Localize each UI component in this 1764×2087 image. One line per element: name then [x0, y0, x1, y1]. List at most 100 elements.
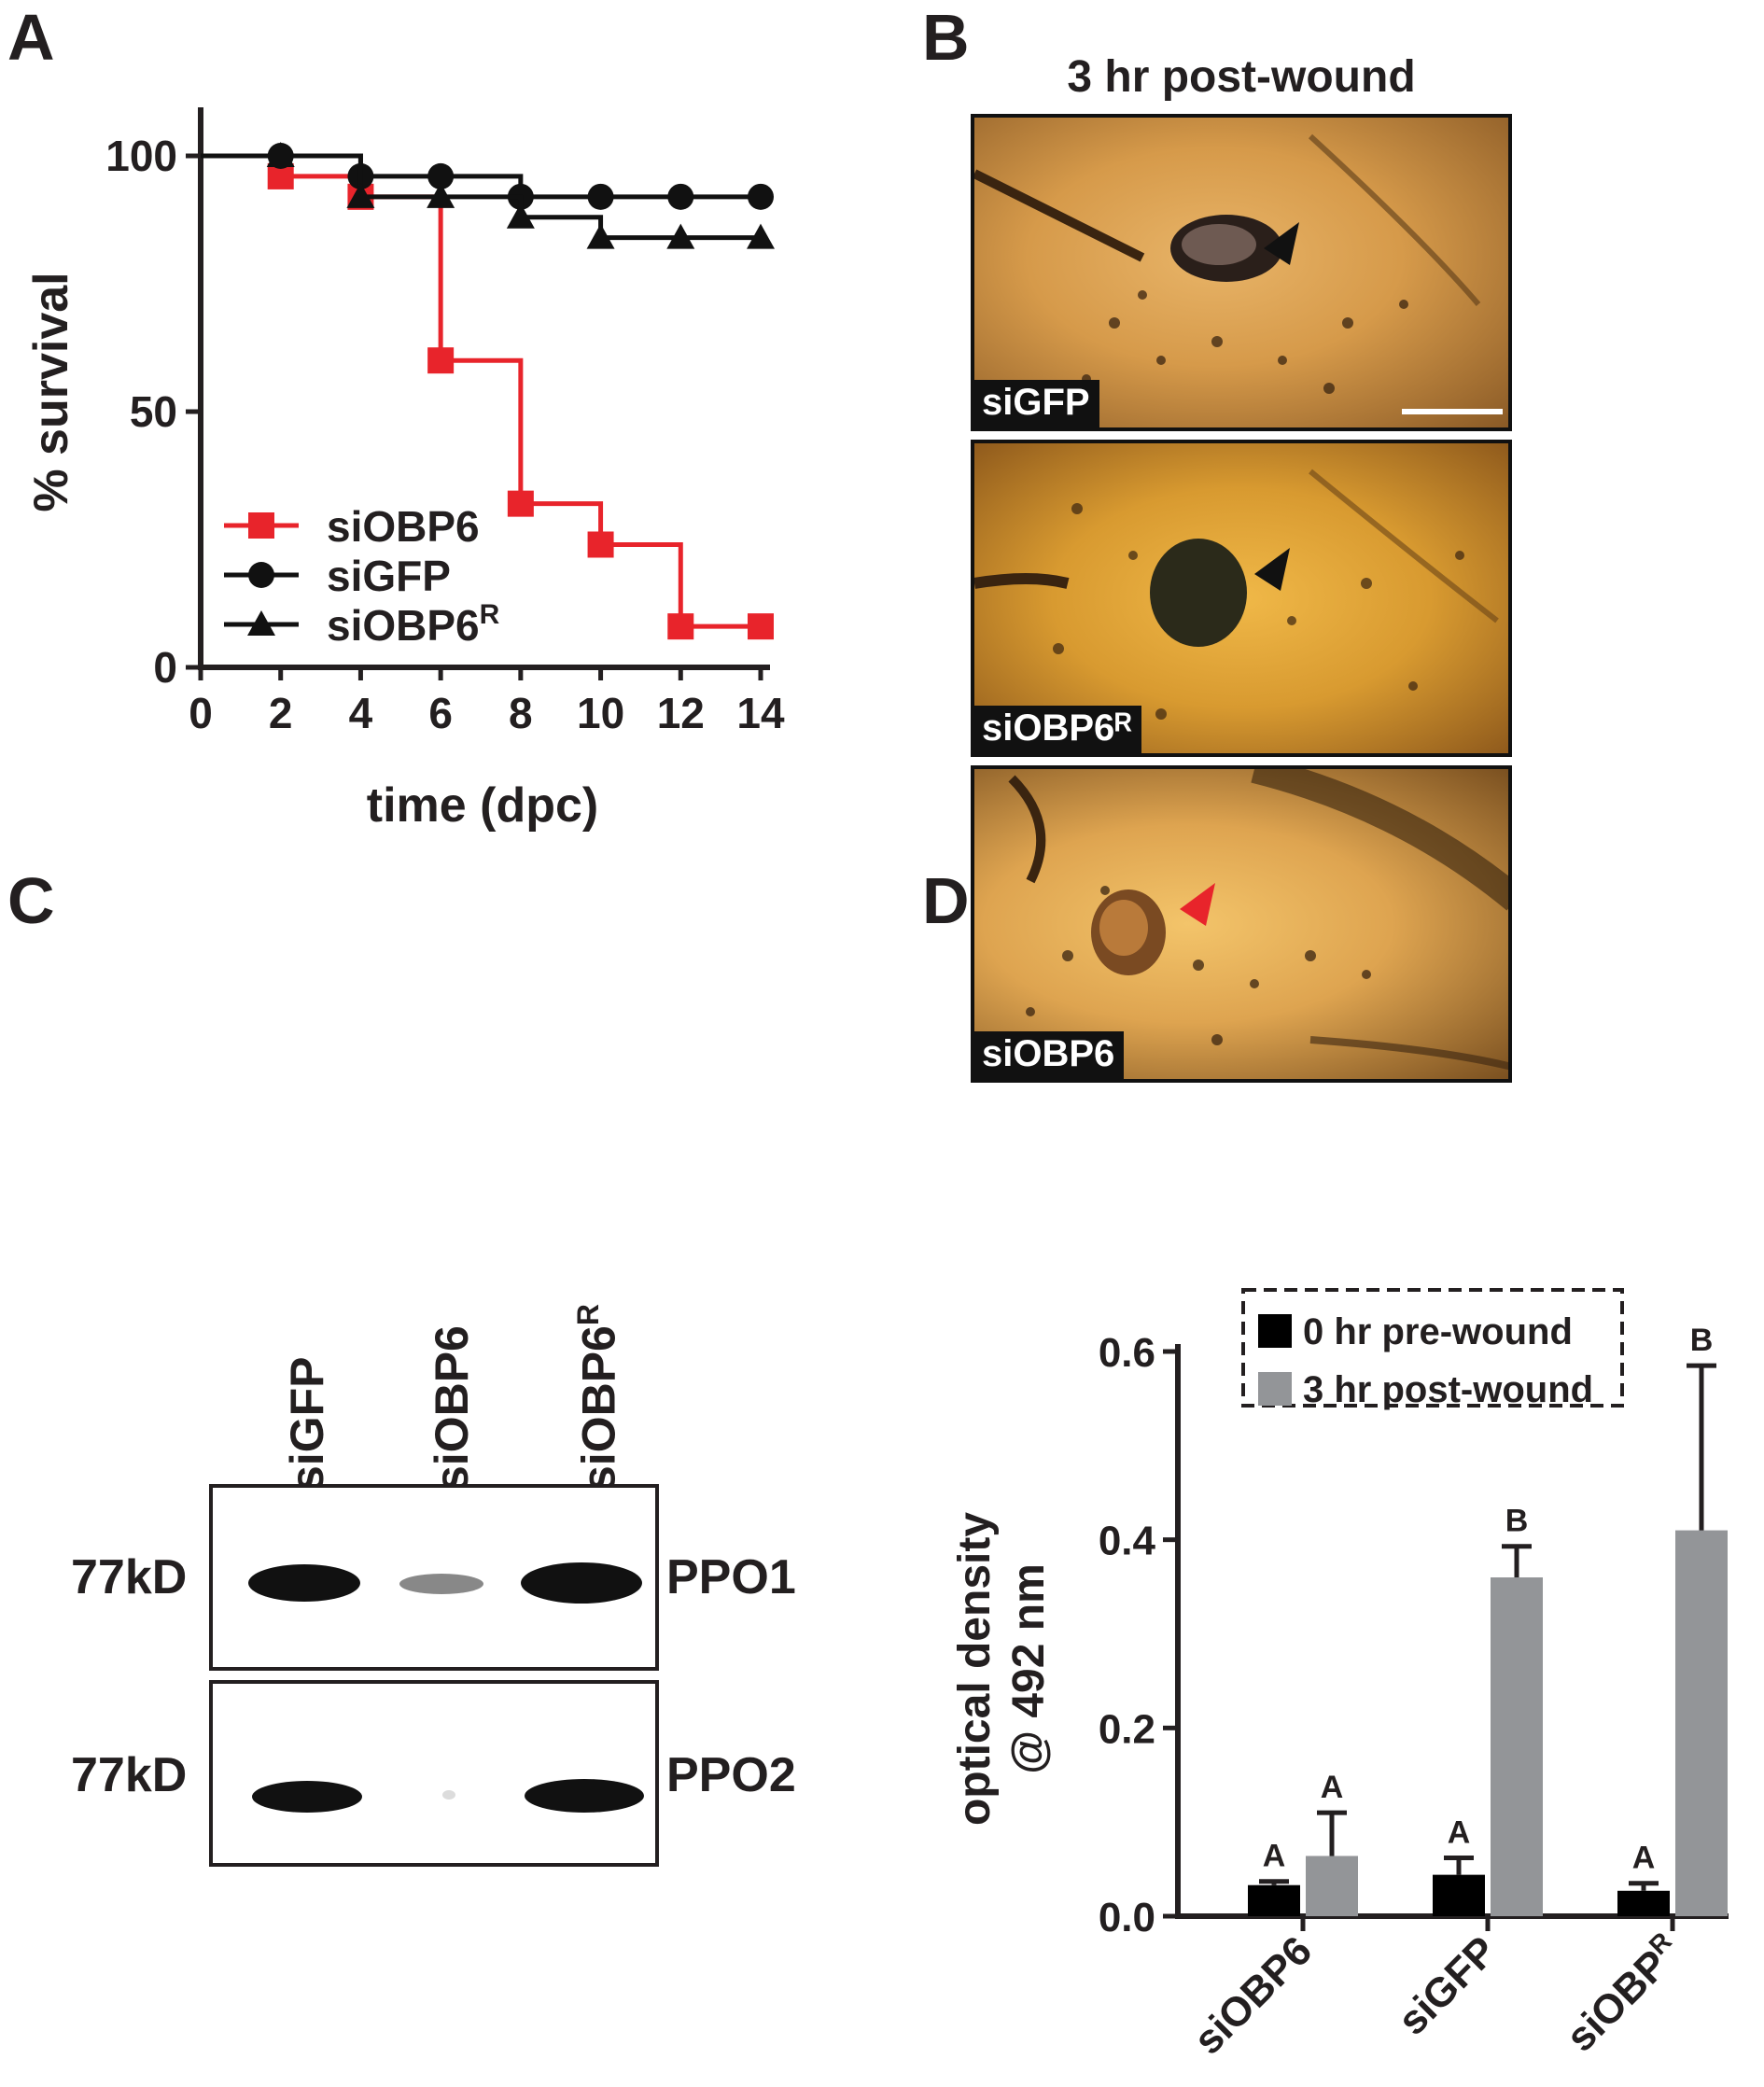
- blot-band: [399, 1574, 483, 1594]
- blot-ppo1: [209, 1484, 659, 1671]
- survival-line: [201, 153, 761, 629]
- significance-letter: B: [1505, 1504, 1529, 1539]
- panel-letter-a: A: [7, 1, 55, 74]
- wound-image-label: siOBP6ᴿ: [974, 706, 1141, 753]
- od-bar: [1433, 1874, 1485, 1916]
- x-tick-label: siOBPR: [1556, 1926, 1690, 2061]
- y-tick-label: 0: [153, 643, 177, 692]
- wound-image-label: siGFP: [974, 380, 1099, 427]
- od-bar: [1675, 1530, 1728, 1916]
- blot-band: [248, 1564, 360, 1602]
- significance-letter: A: [1632, 1841, 1656, 1876]
- survival-marker: [427, 347, 455, 374]
- blot-protein-label: PPO2: [666, 1748, 796, 1802]
- y-tick-label: 100: [105, 132, 177, 180]
- survival-marker: [747, 223, 775, 249]
- legend-swatch: [1258, 1372, 1292, 1406]
- survival-marker: [427, 162, 455, 189]
- x-tick-label: 0: [189, 689, 213, 737]
- x-tick-label: 4: [349, 689, 373, 737]
- significance-letter: A: [1448, 1814, 1471, 1850]
- blot-ppo2: [209, 1680, 659, 1867]
- survival-marker: [346, 182, 375, 208]
- wound-image-sigfp: siGFP: [971, 114, 1512, 431]
- legend-label: siOBP6: [327, 502, 480, 551]
- survival-y-axis-label: % survival: [24, 272, 78, 511]
- od-legend: 0 hr pre-wound 3 hr post-wound: [1241, 1288, 1624, 1410]
- blot-size-label: 77kD: [71, 1748, 188, 1802]
- survival-axes: 0 2 4 6 8 10 12 14 0 50 100: [105, 107, 785, 737]
- wound-arrow-icon: [1254, 548, 1290, 591]
- legend-label: 0 hr pre-wound: [1303, 1311, 1573, 1352]
- survival-marker: [667, 613, 694, 640]
- survival-marker: [666, 223, 695, 249]
- survival-x-axis-label: time (dpc): [367, 778, 598, 833]
- x-tick-label: 8: [509, 689, 533, 737]
- blot-size-label: 77kD: [71, 1550, 188, 1604]
- y-tick-label: 50: [130, 387, 177, 436]
- survival-marker: [587, 183, 614, 210]
- blot-lane-label: siGFP: [281, 1356, 333, 1492]
- y-tick-label: 0.0: [1099, 1895, 1155, 1940]
- survival-marker: [748, 183, 774, 210]
- survival-series: [201, 142, 775, 640]
- survival-marker: [266, 142, 295, 167]
- legend-label: siGFP: [327, 552, 451, 600]
- significance-letter: A: [1263, 1839, 1286, 1874]
- x-tick-label: siOBP6: [1185, 1927, 1321, 2063]
- od-y-axis-label-line1: optical density: [950, 1512, 1000, 1826]
- wound-image-label: siOBP6: [974, 1031, 1125, 1079]
- blot-band: [521, 1562, 642, 1604]
- x-tick-label: 14: [736, 689, 785, 737]
- wound-image-siobp6r-art: [974, 469, 1499, 720]
- x-tick-label: 10: [577, 689, 624, 737]
- x-tick-label: 6: [428, 689, 453, 737]
- survival-line: [201, 153, 761, 241]
- wound-arrow-icon: [1264, 222, 1299, 265]
- legend-marker: [247, 610, 275, 636]
- scale-bar: [1402, 409, 1503, 414]
- wound-image-siobp6r: siOBP6ᴿ: [971, 440, 1512, 757]
- legend-swatch: [1258, 1314, 1292, 1348]
- blot-lane-label: siOBP6: [426, 1325, 478, 1492]
- od-bar: [1491, 1577, 1543, 1916]
- survival-marker: [507, 490, 534, 517]
- survival-marker: [667, 183, 694, 210]
- legend-box: [1241, 1288, 1624, 1408]
- lane-superscript: R: [571, 1304, 605, 1326]
- survival-marker: [506, 203, 535, 229]
- wound-images-title: 3 hr post-wound: [1067, 52, 1416, 102]
- blot-lane-label: siOBP6R: [571, 1304, 625, 1492]
- legend-marker: [248, 562, 274, 588]
- significance-letter: B: [1690, 1323, 1714, 1358]
- panel-letter-b: B: [922, 1, 970, 74]
- panel-letter-c: C: [7, 864, 55, 937]
- panel-letter-d: D: [922, 864, 970, 937]
- wound-image-sigfp-art: [974, 133, 1503, 414]
- significance-letter: A: [1321, 1770, 1344, 1805]
- od-bar: [1306, 1856, 1358, 1916]
- y-tick-label: 0.4: [1099, 1519, 1156, 1564]
- y-tick-label: 0.2: [1099, 1706, 1155, 1752]
- y-tick-label: 0.6: [1099, 1330, 1155, 1376]
- wound-image-siobp6-art: [1008, 769, 1508, 1071]
- x-tick-label: 2: [269, 689, 293, 737]
- x-tick-label: 12: [657, 689, 705, 737]
- od-axes: 0.0 0.2 0.4 0.6 siOBP6 siGFP siOBPR: [1099, 1330, 1729, 2064]
- od-bar: [1248, 1884, 1300, 1916]
- legend-marker: [248, 512, 274, 539]
- legend-superscript: R: [480, 599, 500, 630]
- survival-marker: [427, 182, 455, 208]
- survival-marker: [587, 531, 614, 558]
- wound-image-siobp6: siOBP6: [971, 765, 1512, 1083]
- blot-band: [525, 1779, 644, 1813]
- legend-label: siOBP6R: [327, 599, 500, 650]
- legend-label: 3 hr post-wound: [1303, 1369, 1593, 1410]
- survival-marker: [748, 613, 774, 640]
- blot-band: [442, 1790, 455, 1800]
- blot-protein-label: PPO1: [666, 1550, 796, 1604]
